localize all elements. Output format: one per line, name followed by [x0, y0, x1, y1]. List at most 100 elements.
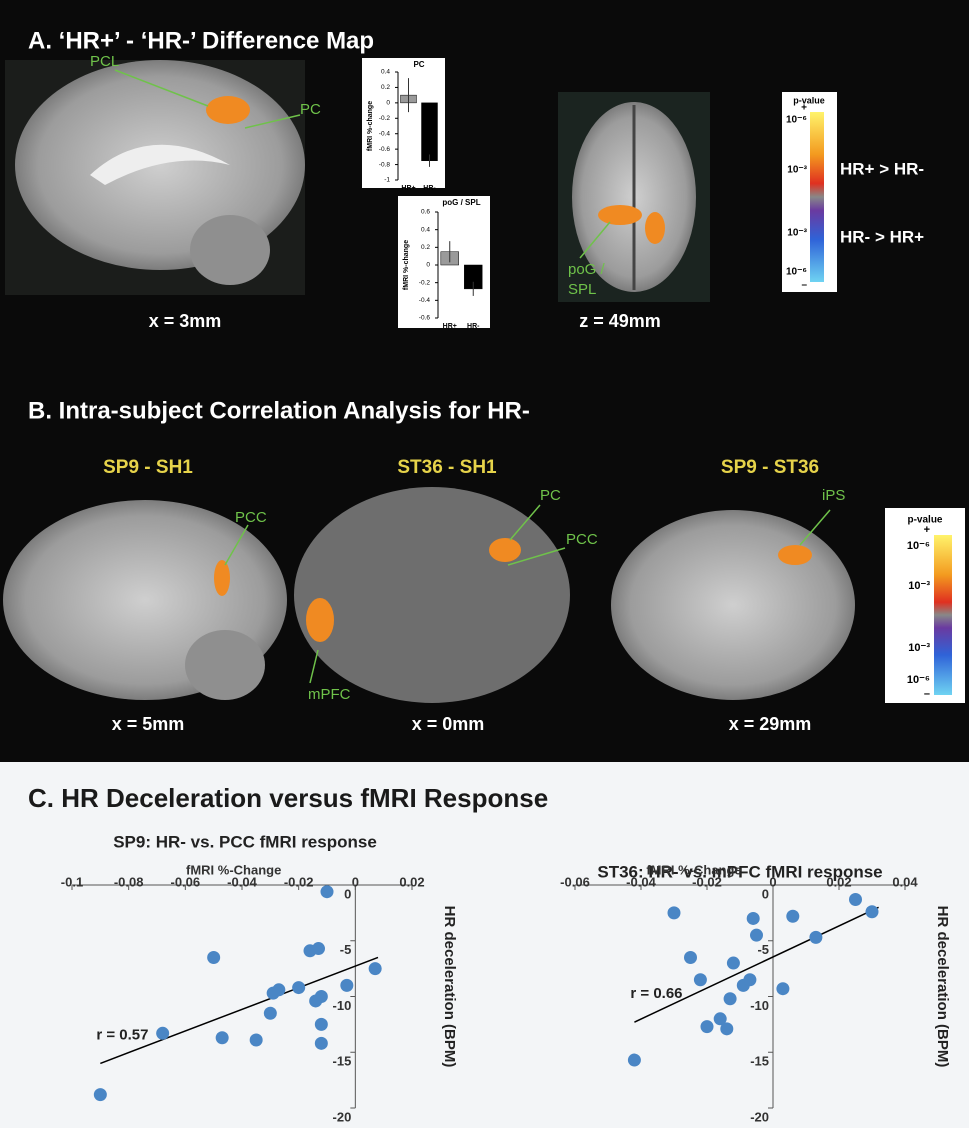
- point: [321, 885, 334, 898]
- annotation: r = 0.66: [630, 985, 682, 1002]
- y-axis-label: fMRI %-change: [403, 240, 410, 290]
- x-tick-label: HR+: [443, 323, 457, 330]
- colorbar-tick-label: 10⁻³: [787, 228, 807, 239]
- point: [727, 957, 740, 970]
- colorbar-title: p-value: [793, 95, 825, 105]
- coordinate: x = 5mm: [112, 714, 185, 734]
- point: [250, 1033, 263, 1046]
- y-axis-label: HR deceleration (BPM): [441, 906, 458, 1068]
- activation: [214, 560, 230, 596]
- colorbar-tick-label: 10⁻⁶: [907, 540, 930, 552]
- activation: [489, 538, 521, 562]
- y-tick-label: 0: [386, 100, 390, 107]
- colorbar-tick-label: 10⁻³: [908, 642, 930, 654]
- panel-title: B. Intra-subject Correlation Analysis fo…: [28, 397, 530, 424]
- colorbar: [810, 112, 824, 282]
- cerebellum: [185, 630, 265, 700]
- y-tick-label: -15: [750, 1054, 769, 1069]
- point: [156, 1027, 169, 1040]
- y-tick-label: 0.4: [381, 69, 390, 76]
- colorbar-tick-label: –: [924, 688, 930, 700]
- point: [866, 905, 879, 918]
- point: [786, 910, 799, 923]
- x-tick-label: 0.02: [826, 874, 851, 889]
- y-tick-label: 0.2: [421, 244, 430, 251]
- y-axis-label: HR deceleration (BPM): [934, 906, 951, 1068]
- y-tick-label: -5: [757, 942, 769, 957]
- point: [216, 1031, 229, 1044]
- contrast-title: ST36 - SH1: [397, 457, 497, 478]
- y-tick-label: 0.2: [381, 84, 390, 91]
- point: [94, 1088, 107, 1101]
- point: [809, 931, 822, 944]
- colorbar-tick-label: 10⁻⁶: [786, 267, 807, 278]
- x-tick-label: -0.08: [114, 874, 144, 889]
- chart-title: poG / SPL: [442, 198, 480, 207]
- activation: [306, 598, 334, 642]
- y-tick-label: -0.4: [379, 130, 391, 137]
- y-tick-label: -0.8: [379, 161, 391, 168]
- y-tick-label: 0: [344, 886, 351, 901]
- point: [272, 983, 285, 996]
- point: [849, 893, 862, 906]
- point: [315, 990, 328, 1003]
- y-tick-label: -0.2: [419, 279, 431, 286]
- point: [340, 979, 353, 992]
- region-label: PCC: [235, 509, 267, 526]
- x-tick-label: HR+: [401, 185, 415, 192]
- panel-title: C. HR Deceleration versus fMRI Response: [28, 783, 548, 813]
- point: [264, 1007, 277, 1020]
- y-axis-label: fMRI %-change: [367, 101, 374, 151]
- x-tick-label: -0.04: [227, 874, 257, 889]
- region-label: mPFC: [308, 686, 351, 703]
- contrast-label: HR- > HR+: [840, 227, 924, 246]
- y-tick-label: -15: [333, 1054, 352, 1069]
- point: [724, 992, 737, 1005]
- x-tick-label: -0.02: [284, 874, 314, 889]
- x-tick-label: 0.04: [892, 874, 918, 889]
- contrast-title: SP9 - SH1: [103, 457, 193, 478]
- point: [628, 1054, 641, 1067]
- colorbar-tick-label: 10⁻³: [787, 165, 807, 176]
- point: [207, 951, 220, 964]
- y-tick-label: 0.4: [421, 226, 430, 233]
- y-tick-label: 0: [426, 262, 430, 269]
- colorbar-tick-label: 10⁻³: [908, 580, 930, 592]
- point: [720, 1022, 733, 1035]
- y-tick-label: -0.4: [419, 297, 431, 304]
- cerebellum: [190, 215, 270, 285]
- x-tick-label: 0: [352, 874, 359, 889]
- y-tick-label: -5: [340, 942, 352, 957]
- x-tick-label: -0.06: [560, 874, 590, 889]
- activation: [206, 96, 250, 124]
- y-tick-label: -10: [750, 998, 769, 1013]
- point: [369, 962, 382, 975]
- activation: [598, 205, 642, 225]
- colorbar-tick-label: +: [924, 524, 930, 536]
- colorbar-tick-label: –: [801, 280, 807, 291]
- bar: [422, 103, 438, 161]
- x-tick-label: -0.02: [692, 874, 722, 889]
- activation: [645, 212, 665, 244]
- panel-title: A. ‘HR+’ - ‘HR-’ Difference Map: [28, 27, 374, 54]
- y-tick-label: -0.6: [419, 315, 431, 322]
- point: [743, 973, 756, 986]
- x-tick-label: -0.06: [171, 874, 201, 889]
- point: [312, 942, 325, 955]
- point: [747, 912, 760, 925]
- light-panel: [0, 762, 969, 1128]
- x-tick-label: -0.1: [61, 874, 83, 889]
- chart-title: SP9: HR- vs. PCC fMRI response: [113, 832, 377, 851]
- annotation: r = 0.57: [96, 1026, 148, 1043]
- point: [668, 906, 681, 919]
- body: A. ‘HR+’ - ‘HR-’ Difference Map PCL PC x…: [0, 0, 969, 1133]
- coordinate: x = 0mm: [412, 714, 485, 734]
- point: [701, 1020, 714, 1033]
- y-tick-label: -10: [333, 998, 352, 1013]
- y-tick-label: -0.6: [379, 146, 391, 153]
- region-label: SPL: [568, 281, 596, 298]
- colorbar-tick-label: 10⁻⁶: [907, 674, 930, 686]
- figure: A. ‘HR+’ - ‘HR-’ Difference Map PCL PC x…: [0, 0, 969, 1128]
- point: [315, 1037, 328, 1050]
- page: { "panel_a": { "title": "A. ‘HR+’ - ‘HR-…: [0, 0, 969, 1133]
